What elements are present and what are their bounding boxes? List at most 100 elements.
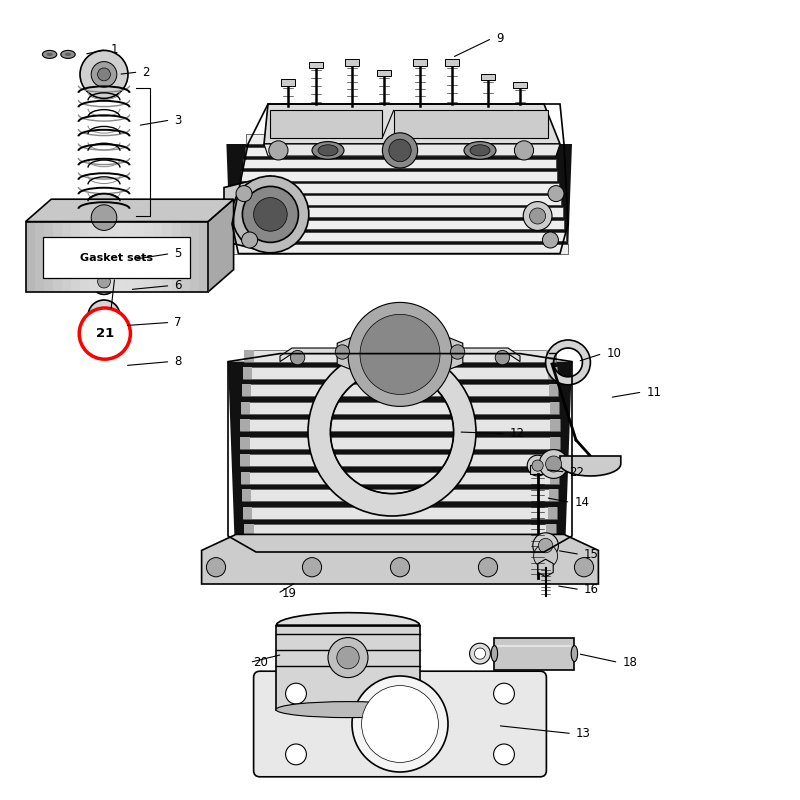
Polygon shape (244, 350, 556, 362)
Circle shape (533, 533, 558, 558)
Circle shape (382, 133, 418, 168)
Polygon shape (241, 171, 558, 181)
Polygon shape (243, 158, 555, 168)
Ellipse shape (65, 53, 71, 56)
Polygon shape (126, 222, 136, 292)
Ellipse shape (318, 145, 338, 156)
Polygon shape (276, 626, 420, 710)
Polygon shape (44, 222, 54, 292)
Circle shape (352, 676, 448, 772)
Polygon shape (550, 437, 560, 449)
Polygon shape (241, 402, 250, 414)
Polygon shape (242, 367, 252, 379)
Circle shape (242, 186, 298, 242)
Polygon shape (202, 534, 598, 584)
Polygon shape (242, 385, 251, 397)
Ellipse shape (276, 702, 420, 718)
Polygon shape (242, 385, 558, 397)
Polygon shape (232, 232, 566, 242)
Polygon shape (238, 195, 561, 205)
Circle shape (80, 194, 128, 242)
Text: 8: 8 (174, 355, 182, 368)
Circle shape (80, 50, 128, 98)
Circle shape (91, 269, 117, 294)
Wedge shape (546, 340, 590, 385)
Polygon shape (550, 419, 560, 431)
Polygon shape (413, 59, 427, 66)
Polygon shape (549, 489, 558, 501)
Circle shape (94, 239, 114, 260)
Text: 21: 21 (96, 327, 114, 340)
Circle shape (348, 302, 452, 406)
Polygon shape (245, 146, 554, 156)
Polygon shape (246, 134, 552, 144)
Circle shape (206, 558, 226, 577)
Polygon shape (546, 524, 556, 536)
FancyBboxPatch shape (254, 671, 546, 777)
Polygon shape (240, 437, 560, 449)
Circle shape (534, 544, 558, 568)
Polygon shape (244, 524, 254, 536)
Circle shape (335, 345, 350, 359)
Polygon shape (309, 62, 323, 68)
Polygon shape (234, 220, 565, 230)
Polygon shape (228, 362, 572, 536)
Circle shape (362, 686, 438, 762)
FancyBboxPatch shape (530, 465, 546, 474)
Ellipse shape (571, 646, 578, 662)
Ellipse shape (470, 145, 490, 156)
Polygon shape (445, 59, 459, 66)
Circle shape (254, 198, 287, 231)
Polygon shape (62, 222, 72, 292)
Polygon shape (144, 222, 154, 292)
Polygon shape (90, 222, 99, 292)
Polygon shape (34, 222, 45, 292)
Polygon shape (377, 70, 391, 76)
Polygon shape (154, 222, 163, 292)
Ellipse shape (42, 50, 57, 58)
Circle shape (85, 230, 123, 269)
Polygon shape (394, 110, 548, 138)
Circle shape (232, 176, 309, 253)
Circle shape (548, 186, 564, 202)
Circle shape (390, 558, 410, 577)
Polygon shape (226, 144, 572, 254)
Circle shape (389, 139, 411, 162)
Polygon shape (242, 506, 558, 518)
Polygon shape (337, 329, 463, 378)
Circle shape (532, 460, 543, 471)
Polygon shape (244, 524, 556, 536)
Text: 20: 20 (254, 656, 269, 669)
Circle shape (290, 350, 305, 365)
Circle shape (98, 68, 110, 81)
Polygon shape (240, 419, 250, 431)
Circle shape (328, 638, 368, 678)
Circle shape (546, 456, 562, 472)
Circle shape (495, 350, 510, 365)
Polygon shape (513, 82, 527, 88)
Circle shape (88, 300, 120, 332)
Circle shape (530, 208, 546, 224)
Circle shape (470, 643, 490, 664)
Text: 11: 11 (646, 386, 662, 398)
Polygon shape (135, 222, 145, 292)
Text: 22: 22 (570, 466, 585, 478)
Polygon shape (548, 367, 558, 379)
Circle shape (98, 275, 110, 288)
Polygon shape (241, 402, 559, 414)
Text: 15: 15 (584, 548, 599, 561)
Text: 18: 18 (622, 656, 638, 669)
Polygon shape (242, 506, 252, 518)
Polygon shape (538, 559, 554, 577)
Text: 16: 16 (584, 583, 599, 596)
Circle shape (91, 205, 117, 230)
Circle shape (99, 245, 109, 254)
Circle shape (539, 450, 568, 478)
Polygon shape (26, 199, 234, 222)
Polygon shape (230, 244, 568, 254)
Polygon shape (550, 472, 559, 484)
Polygon shape (224, 176, 270, 253)
Text: 14: 14 (574, 496, 590, 509)
Circle shape (478, 558, 498, 577)
Circle shape (538, 538, 553, 553)
